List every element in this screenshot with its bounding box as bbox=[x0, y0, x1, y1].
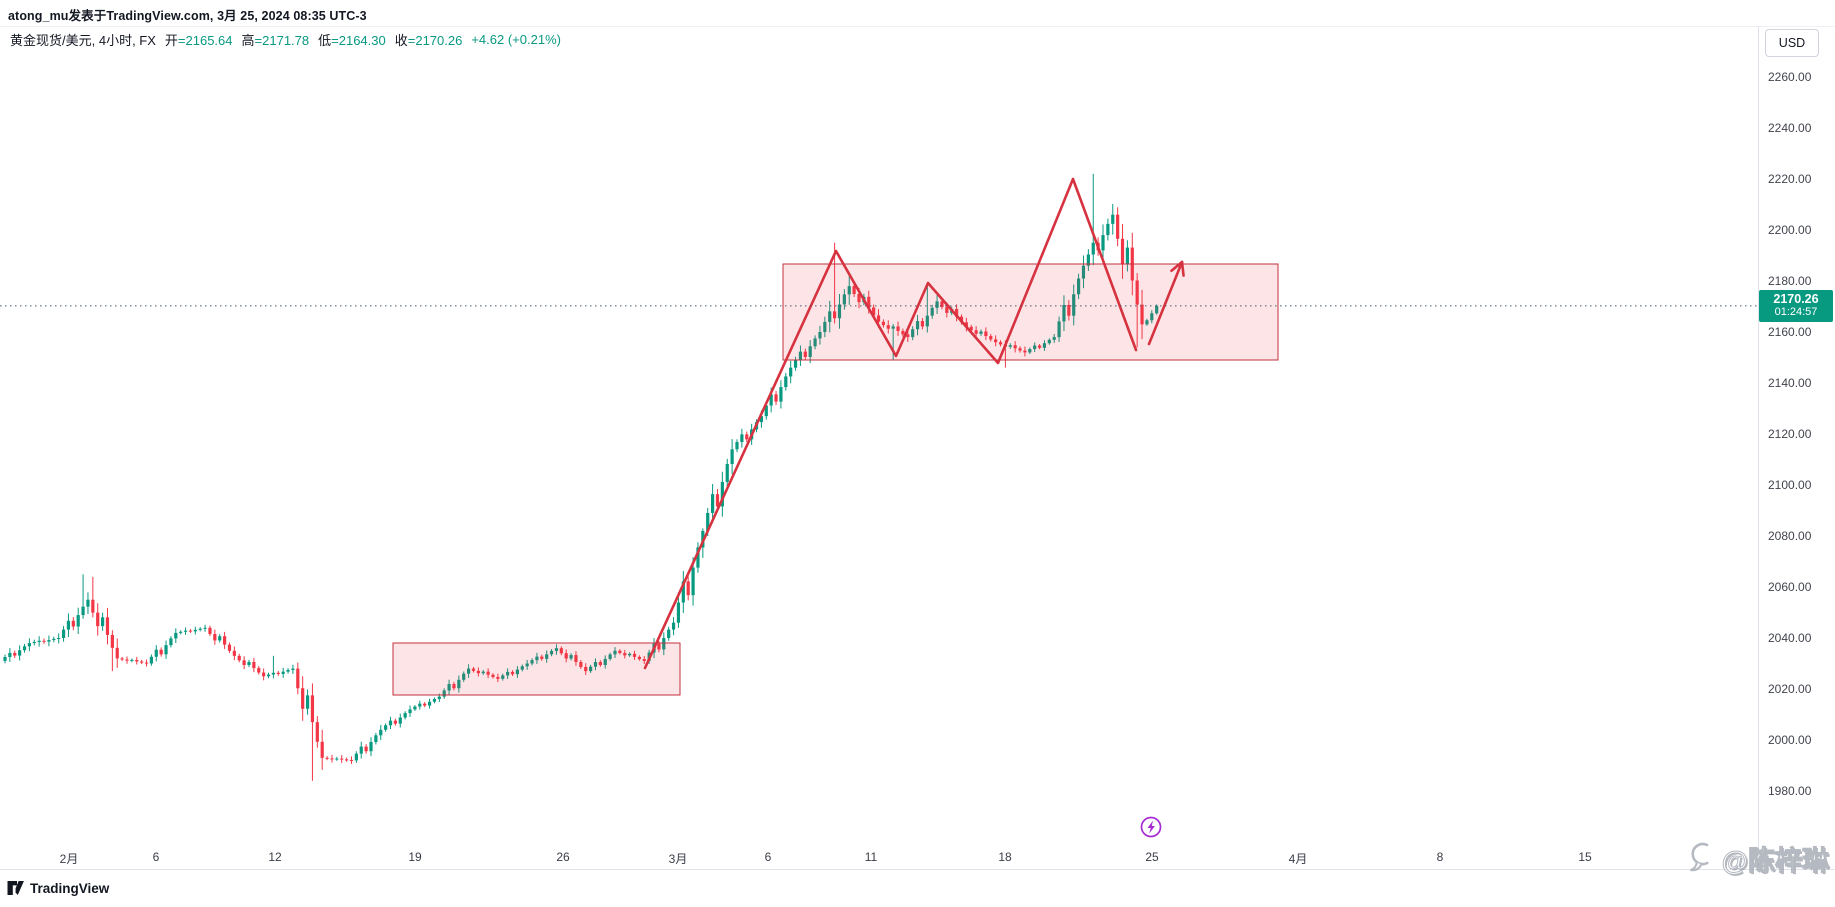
time-tick-label: 26 bbox=[556, 850, 570, 864]
time-axis[interactable]: 2月 6 12 19 26 3月 6 11 18 25 4月 8 15 bbox=[0, 845, 1758, 869]
bar-countdown: 01:24:57 bbox=[1774, 306, 1818, 319]
price-tick-label: 2200.00 bbox=[1768, 223, 1812, 237]
price-tick-label: 2080.00 bbox=[1768, 529, 1812, 543]
currency-button[interactable]: USD bbox=[1765, 29, 1819, 57]
price-tick-label: 2060.00 bbox=[1768, 580, 1812, 594]
time-tick-label: 25 bbox=[1145, 850, 1159, 864]
chart-top-border bbox=[0, 26, 1835, 27]
time-tick-label: 19 bbox=[408, 850, 422, 864]
time-tick-label: 6 bbox=[152, 850, 160, 864]
price-axis[interactable]: 2260.00 2240.00 2220.00 2200.00 2180.00 2160.… bbox=[1759, 26, 1835, 869]
price-tick-label: 2120.00 bbox=[1768, 427, 1812, 441]
author-handle: @陈梓琳 bbox=[1721, 846, 1829, 877]
time-tick-label: 8 bbox=[1436, 850, 1444, 864]
time-axis-border bbox=[0, 869, 1835, 870]
time-tick-label: 15 bbox=[1578, 850, 1592, 864]
time-tick-label: 18 bbox=[998, 850, 1012, 864]
time-tick-label: 2月 bbox=[59, 852, 79, 866]
price-zone-1[interactable] bbox=[392, 642, 681, 696]
change-value: +4.62 (+0.21%) bbox=[471, 32, 561, 47]
tradingview-brand-text: TradingView bbox=[30, 880, 110, 896]
price-tick-label: 2020.00 bbox=[1768, 682, 1812, 696]
ohlc-close: 收=2170.26 bbox=[394, 33, 463, 48]
price-tick-label: 2160.00 bbox=[1768, 325, 1812, 339]
tradingview-footer[interactable]: TradingView bbox=[7, 880, 109, 896]
published-header: atong_mu发表于TradingView.com, 3月 25, 2024 … bbox=[8, 9, 367, 23]
time-tick-label: 11 bbox=[864, 850, 878, 864]
last-price-value: 2170.26 bbox=[1773, 291, 1819, 306]
time-tick-label: 6 bbox=[764, 850, 772, 864]
trend-zigzag-line[interactable] bbox=[643, 177, 1138, 670]
ohlc-open: 开=2165.64 bbox=[164, 33, 233, 48]
price-tick-label: 2140.00 bbox=[1768, 376, 1812, 390]
author-logo-icon bbox=[1689, 842, 1709, 871]
price-axis-divider bbox=[1758, 26, 1759, 869]
price-zone-2[interactable] bbox=[782, 263, 1279, 361]
time-tick-label: 12 bbox=[268, 850, 282, 864]
price-tick-label: 2240.00 bbox=[1768, 121, 1812, 135]
price-tick-label: 1980.00 bbox=[1768, 784, 1812, 798]
price-tick-label: 2260.00 bbox=[1768, 70, 1812, 84]
tradingview-logo-icon bbox=[7, 881, 24, 895]
time-tick-label: 3月 bbox=[668, 852, 688, 866]
price-tick-label: 2040.00 bbox=[1768, 631, 1812, 645]
time-tick-label: 4月 bbox=[1288, 852, 1308, 866]
refresh-lightning-icon[interactable] bbox=[1140, 816, 1162, 838]
ohlc-low: 低=2164.30 bbox=[318, 33, 386, 48]
author-watermark: @陈梓琳 bbox=[1686, 839, 1830, 878]
price-tick-label: 2000.00 bbox=[1768, 733, 1812, 747]
price-tick-label: 2100.00 bbox=[1768, 478, 1812, 492]
projection-arrow[interactable] bbox=[1147, 260, 1185, 346]
chart-legend: 黄金现货/美元, 4小时, FX 开=2165.64 高=2171.78 低=2… bbox=[10, 30, 561, 49]
last-price-badge: 2170.26 01:24:57 bbox=[1759, 289, 1833, 322]
price-tick-label: 2180.00 bbox=[1768, 274, 1812, 288]
symbol-title: 黄金现货/美元, 4小时, FX bbox=[10, 33, 156, 48]
ohlc-high: 高=2171.78 bbox=[241, 33, 310, 48]
price-tick-label: 2220.00 bbox=[1768, 172, 1812, 186]
